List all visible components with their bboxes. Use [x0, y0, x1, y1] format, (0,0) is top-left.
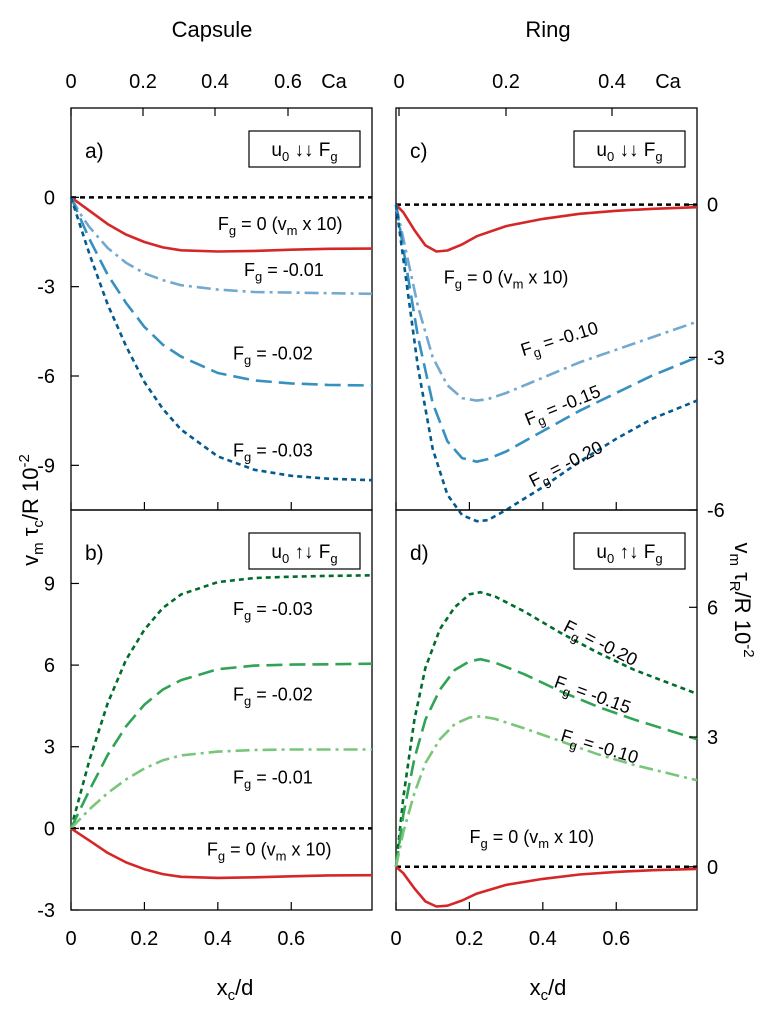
series-line-1	[394, 657, 698, 867]
x-tick-label: 0.6	[602, 928, 630, 950]
series-label-0: Fg = -0.20	[559, 616, 641, 674]
direction-label: u0 ↓↓ Fg	[596, 140, 662, 164]
plot-frame	[70, 509, 373, 911]
series-label-0: Fg = 0 (vm x 10)	[444, 268, 569, 292]
direction-label: u0 ↓↓ Fg	[271, 140, 337, 164]
series-label-1: Fg = -0.10	[518, 318, 601, 364]
y-tick-label: 9	[44, 573, 55, 595]
top-tick-label: 0	[393, 71, 404, 93]
top-axis-unit: Ca	[655, 71, 681, 93]
y-tick-label: 0	[707, 195, 718, 217]
series-line-0	[395, 203, 698, 253]
bottom-axis-label-left: xc/d	[217, 975, 254, 1004]
series-label-2: Fg = -0.01	[233, 767, 313, 791]
series-line-3	[70, 827, 373, 880]
plot-frame	[395, 107, 698, 511]
top-tick-label: 0.2	[129, 71, 157, 93]
x-tick-label: 0	[65, 928, 76, 950]
y-tick-label: 0	[44, 187, 55, 209]
column-title-ring: Ring	[525, 17, 570, 42]
direction-box	[573, 532, 686, 570]
series-line-3	[395, 865, 698, 908]
x-tick-label: 0.2	[131, 928, 159, 950]
panel-tag: c)	[410, 140, 428, 163]
series-line-0	[70, 196, 373, 253]
bottom-axis-label-right: xc/d	[530, 975, 567, 1004]
y-tick-label: -3	[707, 347, 725, 369]
series-label-1: Fg = -0.02	[233, 684, 313, 708]
top-tick-label: 0.6	[274, 71, 302, 93]
column-title-capsule: Capsule	[172, 17, 253, 42]
direction-box	[573, 130, 686, 168]
series-label-3: Fg = -0.20	[526, 437, 608, 495]
panel-tag: b)	[85, 542, 104, 565]
x-tick-label: 0.2	[456, 928, 484, 950]
series-line-2	[70, 748, 372, 830]
plot-frame	[70, 107, 373, 511]
series-label-3: Fg = 0 (vm x 10)	[207, 840, 332, 864]
series-label-2: Fg = -0.10	[557, 725, 640, 771]
y-tick-label: -6	[37, 366, 55, 388]
series-label-3: Fg = -0.03	[233, 440, 313, 464]
series-line-1	[69, 196, 373, 296]
panel-tag: d)	[410, 542, 429, 565]
x-tick-label: 0.4	[204, 928, 232, 950]
x-tick-label: 0.4	[529, 928, 557, 950]
y-tick-label: 3	[707, 727, 718, 749]
series-line-2	[394, 714, 698, 868]
panel-b: Fg = -0.03 Fg = -0.02 Fg = -0.01 Fg = 0 (vm…	[37, 509, 373, 950]
series-line-2	[394, 204, 698, 464]
direction-box	[248, 130, 361, 168]
series-label-1: Fg = -0.15	[550, 672, 633, 722]
y-tick-label: 6	[707, 597, 718, 619]
y-tick-label: 0	[44, 818, 55, 840]
series-line-2	[69, 196, 373, 387]
y-tick-label: -3	[37, 277, 55, 299]
series-label-0: Fg = 0 (vm x 10)	[218, 214, 343, 238]
y-tick-label: -6	[707, 500, 725, 522]
x-tick-label: 0.6	[277, 928, 305, 950]
x-tick-label: 0	[390, 928, 401, 950]
series-line-1	[69, 662, 373, 829]
panel-tag: a)	[85, 140, 104, 163]
left-axis-label: vm τc/R 10-2	[16, 454, 47, 566]
direction-label: u0 ↑↓ Fg	[271, 542, 337, 566]
y-tick-label: 3	[44, 737, 55, 759]
direction-box	[248, 532, 361, 570]
series-line-0	[394, 590, 698, 867]
series-line-3	[69, 196, 373, 482]
top-tick-label: 0.4	[201, 71, 229, 93]
series-label-1: Fg = -0.01	[244, 260, 324, 284]
y-tick-label: 6	[44, 655, 55, 677]
series-label-2: Fg = -0.02	[233, 344, 313, 368]
series-label-2: Fg = -0.15	[522, 381, 605, 433]
y-tick-label: 0	[707, 857, 718, 879]
series-line-1	[394, 204, 698, 402]
right-axis-label: vm τR/R 10-2	[726, 542, 757, 657]
top-tick-label: 0	[65, 71, 76, 93]
top-tick-label: 0.4	[598, 71, 626, 93]
direction-label: u0 ↑↓ Fg	[596, 542, 662, 566]
series-line-0	[69, 574, 373, 829]
plot-frame	[395, 509, 698, 911]
top-axis-unit: Ca	[321, 71, 347, 93]
y-tick-label: -9	[37, 455, 55, 477]
series-label-0: Fg = -0.03	[233, 599, 313, 623]
y-tick-label: -3	[37, 900, 55, 922]
top-tick-label: 0.2	[492, 71, 520, 93]
series-label-3: Fg = 0 (vm x 10)	[469, 827, 594, 851]
panel-a: Fg = 0 (vm x 10) Fg = -0.01 Fg = -0.02 Fg =…	[37, 71, 373, 511]
